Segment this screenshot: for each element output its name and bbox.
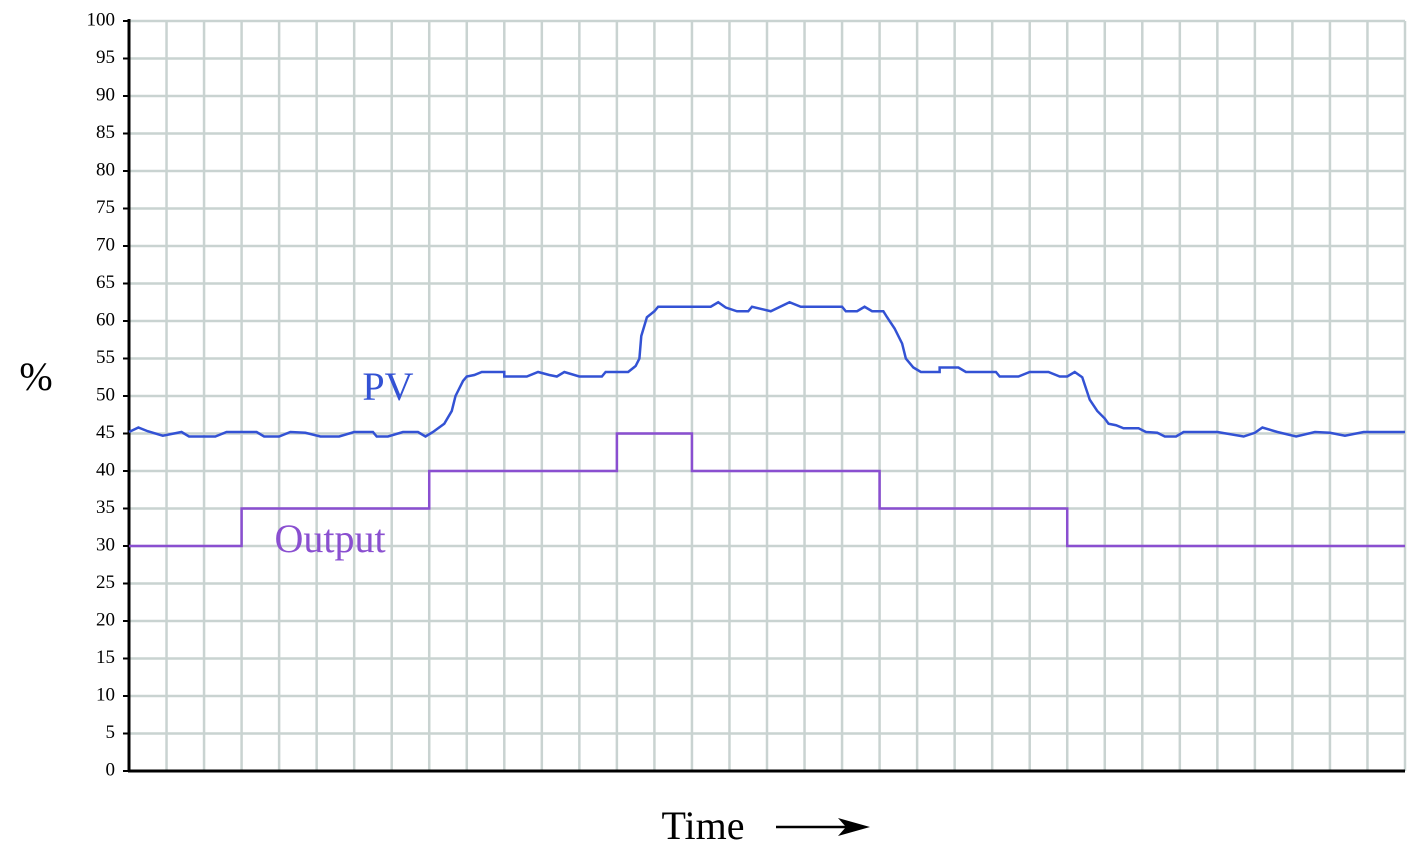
y-tick-label: 85 — [96, 122, 115, 143]
series-line — [128, 300, 1405, 438]
y-tick-label: 100 — [87, 9, 116, 30]
y-tick-label: 60 — [96, 309, 115, 330]
y-tick-label: 30 — [96, 534, 115, 555]
x-axis-label: Time — [661, 803, 744, 848]
y-tick-label: 0 — [106, 759, 116, 780]
y-tick-label: 70 — [96, 234, 115, 255]
series-line — [129, 432, 1405, 548]
y-tick-label: 50 — [96, 384, 115, 405]
y-tick-label: 95 — [96, 47, 115, 68]
y-tick-label: 15 — [96, 647, 115, 668]
y-tick-label: 90 — [96, 84, 115, 105]
y-tick-label: 5 — [106, 722, 116, 743]
y-tick-label: 10 — [96, 684, 115, 705]
y-tick-label: 40 — [96, 459, 115, 480]
y-tick-label: 35 — [96, 497, 115, 518]
y-tick-label: 65 — [96, 272, 115, 293]
y-axis-label: % — [19, 354, 52, 399]
y-tick-label: 25 — [96, 572, 115, 593]
y-tick-label: 55 — [96, 347, 115, 368]
series-label: PV — [362, 364, 413, 409]
y-tick-label: 75 — [96, 197, 115, 218]
y-tick-label: 20 — [96, 609, 115, 630]
y-tick-label: 80 — [96, 159, 115, 180]
y-tick-label: 45 — [96, 422, 115, 443]
arrow — [776, 818, 870, 836]
series-label: Output — [274, 516, 385, 561]
